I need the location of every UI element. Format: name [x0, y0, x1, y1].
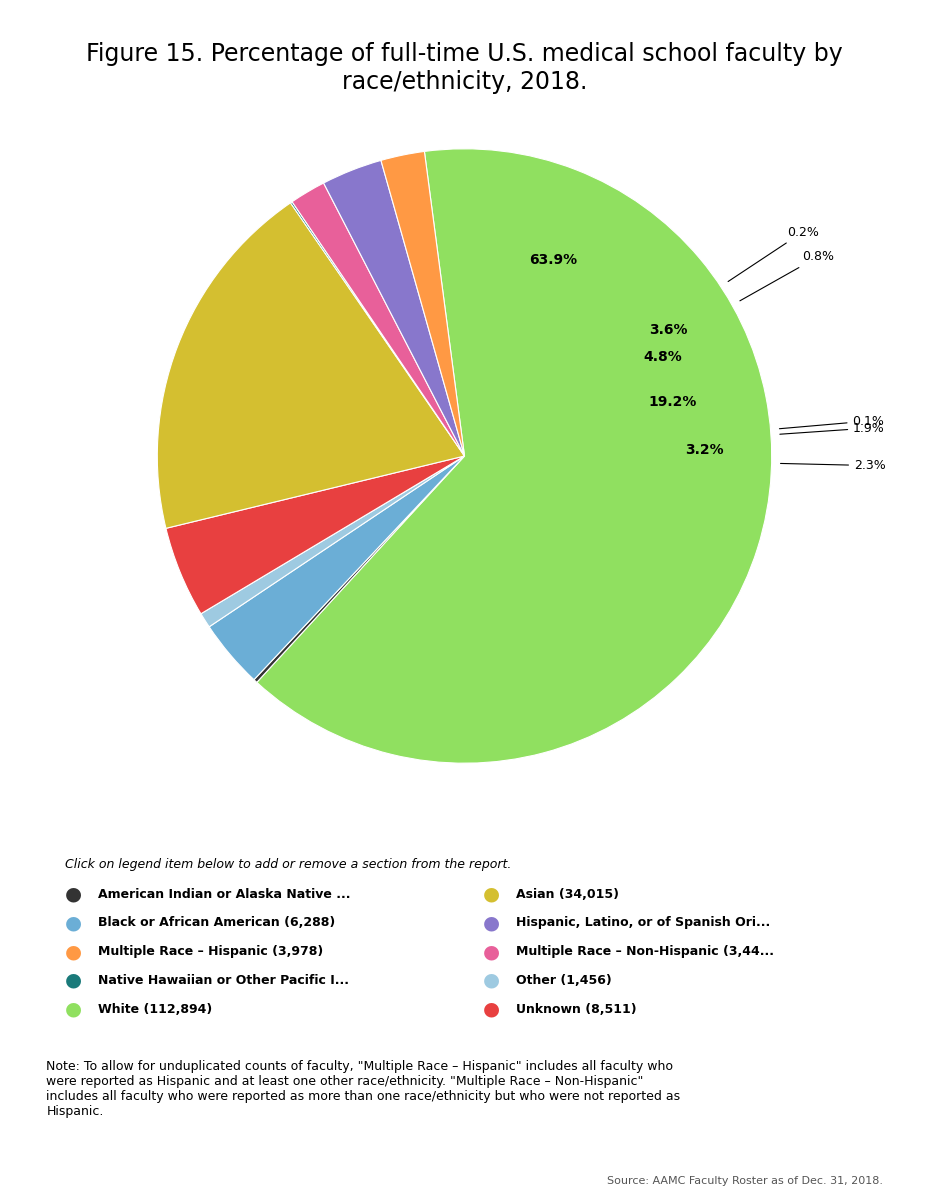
Text: 0.2%: 0.2% [728, 226, 818, 282]
Text: Figure 15. Percentage of full-time U.S. medical school faculty by
race/ethnicity: Figure 15. Percentage of full-time U.S. … [86, 42, 842, 94]
Text: Asian (34,015): Asian (34,015) [515, 888, 618, 900]
Wedge shape [323, 161, 464, 456]
Text: White (112,894): White (112,894) [97, 1003, 212, 1015]
Text: 3.6%: 3.6% [649, 324, 687, 337]
Wedge shape [157, 203, 464, 528]
Text: ●: ● [65, 913, 82, 932]
Text: ●: ● [483, 1000, 499, 1019]
Wedge shape [200, 456, 464, 626]
Text: Multiple Race – Non-Hispanic (3,44...: Multiple Race – Non-Hispanic (3,44... [515, 946, 773, 958]
Text: Other (1,456): Other (1,456) [515, 974, 611, 986]
Text: ●: ● [65, 884, 82, 904]
Text: American Indian or Alaska Native ...: American Indian or Alaska Native ... [97, 888, 350, 900]
Text: Multiple Race – Hispanic (3,978): Multiple Race – Hispanic (3,978) [97, 946, 322, 958]
Wedge shape [380, 151, 464, 456]
Text: 0.1%: 0.1% [779, 414, 883, 428]
Text: 2.3%: 2.3% [780, 460, 884, 472]
Text: Source: AAMC Faculty Roster as of Dec. 31, 2018.: Source: AAMC Faculty Roster as of Dec. 3… [606, 1176, 882, 1186]
Text: Unknown (8,511): Unknown (8,511) [515, 1003, 636, 1015]
Text: ●: ● [65, 1000, 82, 1019]
Wedge shape [209, 456, 464, 679]
Text: ●: ● [483, 971, 499, 990]
Text: Note: To allow for unduplicated counts of faculty, "Multiple Race – Hispanic" in: Note: To allow for unduplicated counts o… [46, 1060, 680, 1117]
Text: ●: ● [483, 942, 499, 961]
Text: 0.8%: 0.8% [739, 251, 833, 301]
Text: ●: ● [65, 942, 82, 961]
Text: ●: ● [483, 913, 499, 932]
Text: Native Hawaiian or Other Pacific I...: Native Hawaiian or Other Pacific I... [97, 974, 348, 986]
Text: 19.2%: 19.2% [648, 395, 696, 409]
Text: Click on legend item below to add or remove a section from the report.: Click on legend item below to add or rem… [65, 858, 510, 871]
Text: Black or African American (6,288): Black or African American (6,288) [97, 917, 334, 929]
Wedge shape [166, 456, 464, 613]
Text: ●: ● [65, 971, 82, 990]
Text: Hispanic, Latino, or of Spanish Ori...: Hispanic, Latino, or of Spanish Ori... [515, 917, 769, 929]
Text: ●: ● [483, 884, 499, 904]
Text: 4.8%: 4.8% [642, 350, 681, 364]
Wedge shape [290, 202, 464, 456]
Wedge shape [256, 149, 771, 763]
Text: 1.9%: 1.9% [779, 421, 884, 434]
Text: 63.9%: 63.9% [529, 253, 577, 268]
Wedge shape [291, 184, 464, 456]
Wedge shape [253, 456, 464, 683]
Text: 3.2%: 3.2% [684, 443, 723, 457]
